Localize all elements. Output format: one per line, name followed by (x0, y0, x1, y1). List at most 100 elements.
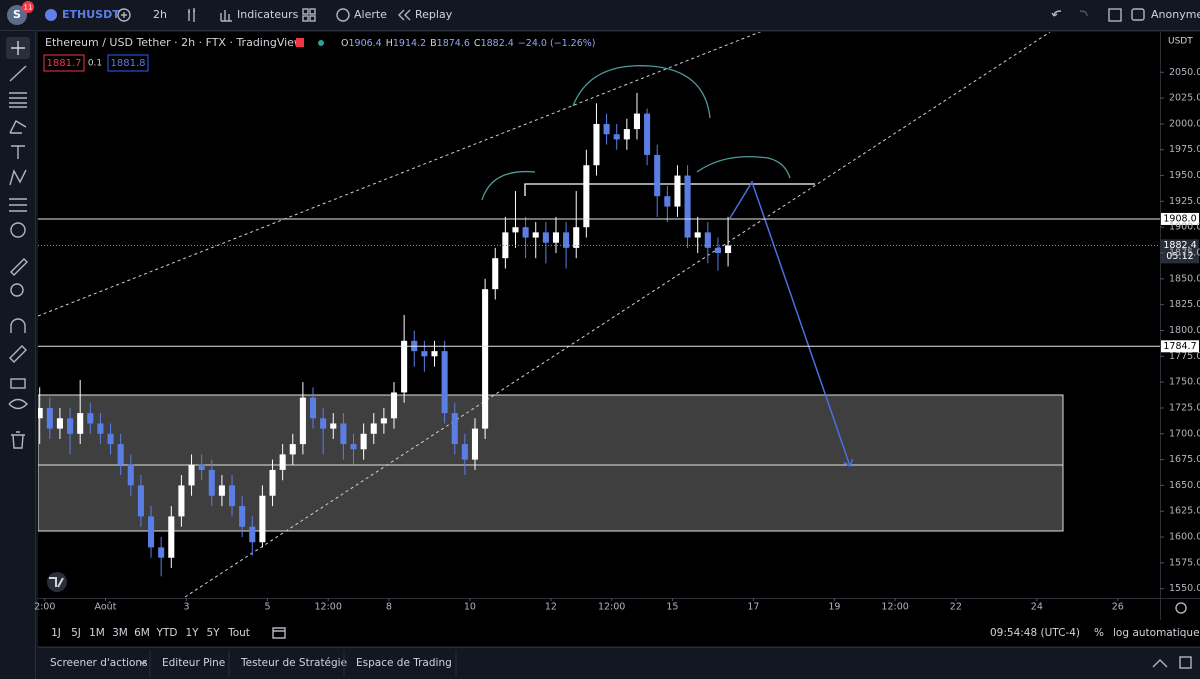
fullscreen-button[interactable] (1108, 8, 1122, 22)
user-name[interactable]: Anonyme (1151, 8, 1200, 21)
candle-body (350, 444, 357, 450)
candle-body (87, 413, 94, 424)
delete-tool[interactable] (11, 431, 25, 449)
candle-body (148, 516, 155, 548)
ohlc-value: 1882.4 (481, 38, 514, 49)
range-button[interactable]: 6M (134, 627, 150, 639)
prediction-tool[interactable] (9, 169, 27, 186)
indicators-icon (220, 10, 232, 22)
shoulder-right[interactable] (696, 155, 791, 179)
symbol[interactable]: ETHUSDT (62, 8, 120, 21)
x-tick-label: 12 (545, 602, 557, 613)
y-tick-label: 1700.0 (1169, 428, 1200, 439)
ohlc-value: 1874.6 (437, 38, 470, 49)
range-button[interactable]: 3M (112, 627, 128, 639)
candle-body (56, 418, 63, 429)
snapshot-button[interactable] (1131, 8, 1145, 21)
avatar[interactable] (7, 5, 27, 25)
range-button[interactable]: 5Y (206, 627, 220, 639)
crosshair-tool[interactable] (11, 41, 25, 55)
range-button[interactable]: 1M (89, 627, 105, 639)
candle-body (137, 485, 144, 517)
y-tick-label: 1625.0 (1169, 506, 1200, 517)
candle-body (542, 232, 549, 243)
date-range-button[interactable] (272, 627, 286, 639)
legend: Ethereum / USD Tether · 2h · FTX · Tradi… (43, 36, 596, 72)
legend-ohlc: O1906.4 H1914.2 B1874.6 C1882.4 −24.0 (−1.26… (341, 38, 596, 49)
zoom-tool[interactable] (10, 283, 24, 297)
y-tick-label: 2025.0 (1169, 93, 1200, 104)
head[interactable] (572, 65, 711, 119)
x-tick-label: 24 (1031, 602, 1043, 613)
x-tick-label: 12:00 (315, 602, 342, 613)
bottom-tab[interactable]: Editeur Pine (162, 657, 225, 669)
x-tick-label: 12:00 (881, 602, 908, 613)
magnet-tool[interactable] (10, 318, 26, 333)
range-button[interactable]: 1Y (185, 627, 199, 639)
candle-body (279, 454, 286, 470)
chart-type-button[interactable] (188, 8, 195, 22)
range-button[interactable]: 1J (51, 627, 61, 639)
demand-zone[interactable] (38, 394, 1064, 532)
candle-body (168, 516, 175, 558)
candle-body (289, 444, 296, 455)
pattern-tool[interactable] (9, 120, 27, 134)
emoji-tool[interactable] (10, 222, 26, 238)
layout-button[interactable] (302, 8, 309, 15)
position-tool[interactable] (9, 198, 27, 212)
hide-tool[interactable] (8, 398, 28, 410)
y-tick-label: 1925.0 (1169, 196, 1200, 207)
bottom-tab[interactable]: Testeur de Stratégie (240, 657, 347, 669)
channel-upper[interactable] (38, 30, 765, 317)
candle-body (664, 196, 671, 207)
log-toggle[interactable]: log (1113, 627, 1129, 639)
settings-button[interactable] (1175, 602, 1187, 614)
redo-button[interactable] (1079, 10, 1088, 17)
x-tick-label: 17 (747, 602, 759, 613)
trendline-tool[interactable] (9, 65, 27, 82)
layout-icon (309, 8, 316, 15)
alert-button[interactable]: Alerte (354, 8, 387, 21)
compare-icon (121, 12, 127, 18)
range-button[interactable]: YTD (156, 627, 178, 639)
interval[interactable]: 2h (153, 8, 167, 21)
neckline[interactable] (524, 183, 815, 196)
last-price-label: 1882.4 (1163, 240, 1196, 251)
channel-lower[interactable] (184, 32, 1051, 598)
layout-icon (309, 15, 316, 22)
undo-button[interactable] (1051, 10, 1062, 17)
shoulder-left[interactable] (481, 170, 536, 201)
time-axis-background (38, 598, 1160, 620)
text-tool[interactable] (11, 145, 25, 159)
expand-button[interactable] (1152, 659, 1168, 668)
range-button[interactable]: 5J (71, 627, 81, 639)
y-tick-label: 1550.0 (1169, 583, 1200, 594)
indicators-button[interactable]: Indicateurs (237, 8, 299, 21)
flag[interactable] (296, 38, 304, 47)
bottom-tab[interactable]: Espace de Trading (356, 657, 452, 669)
lock-tool[interactable] (10, 378, 26, 389)
compare-button[interactable] (117, 8, 131, 22)
range-button[interactable]: Tout (227, 627, 250, 639)
buy-box[interactable] (107, 54, 149, 72)
sell-box[interactable] (43, 54, 85, 72)
y-tick-label: 1800.0 (1169, 325, 1200, 336)
candle-body (512, 227, 519, 233)
fib-tool[interactable] (9, 92, 27, 108)
left-toolbar (6, 37, 30, 449)
y-tick-label: 1575.0 (1169, 557, 1200, 568)
bottom-tab[interactable]: Screener d'actions (50, 657, 148, 669)
y-tick-label: 1825.0 (1169, 299, 1200, 310)
badge-count: 11 (24, 4, 33, 12)
projection-arrow[interactable] (729, 180, 850, 466)
draw-mode-tool[interactable] (9, 345, 27, 363)
ruler-tool[interactable] (10, 258, 28, 276)
y-tick-label: 2050.0 (1169, 67, 1200, 78)
maximize-button[interactable] (1179, 656, 1192, 669)
auto-toggle[interactable]: automatique (1132, 627, 1199, 639)
percent-toggle[interactable]: % (1094, 627, 1104, 639)
replay-button[interactable]: Replay (415, 8, 453, 21)
candle-body (370, 423, 377, 434)
currency[interactable]: USDT (1168, 37, 1193, 47)
